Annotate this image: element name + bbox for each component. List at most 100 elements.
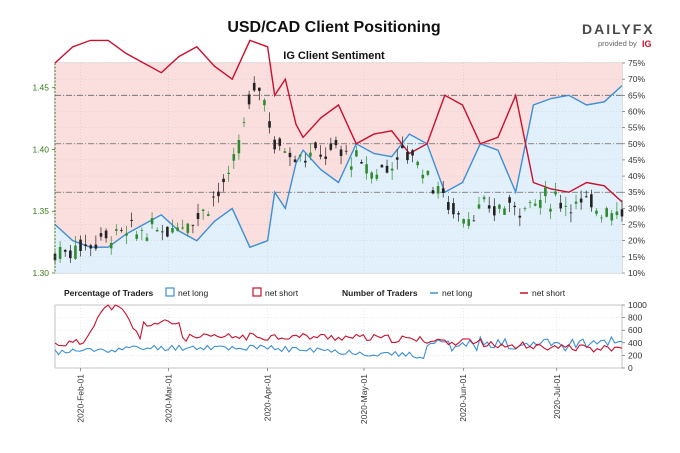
candle-body [84, 244, 87, 247]
net-short-area [55, 63, 622, 248]
candle-body [298, 154, 302, 157]
candle-body [196, 213, 200, 219]
chart-subtitle: IG Client Sentiment [283, 50, 385, 62]
candle-body [385, 165, 389, 173]
candle-body [58, 246, 62, 259]
ig-logo-icon [641, 38, 653, 48]
lower-tick-label: 600 [628, 325, 642, 335]
candle-body [523, 208, 527, 210]
brand-name: DAILYFX [582, 21, 655, 37]
right-tick-label: 30% [628, 203, 645, 213]
right-tick-label: 15% [628, 252, 645, 262]
left-tick-label: 1.40 [32, 144, 49, 154]
x-tick-label: 2020-Jul-01 [552, 374, 562, 419]
candle-body [176, 227, 179, 231]
right-tick-label: 55% [628, 123, 645, 133]
traders-panel: 1000 800 600 400 200 0 [54, 300, 647, 373]
candle-body [181, 227, 185, 229]
candle-body [590, 194, 593, 208]
right-tick-label: 40% [628, 171, 645, 181]
lower-tick-label: 1000 [628, 300, 647, 310]
candle-body [171, 228, 174, 233]
candle-body [314, 142, 317, 149]
candle-body [620, 209, 624, 217]
candle-body [217, 191, 220, 197]
candle-body [584, 196, 588, 198]
candle-body [324, 156, 328, 159]
candle-body [559, 202, 563, 209]
legend-net-long-num: net long [442, 288, 473, 298]
candle-body [564, 205, 568, 207]
price-candles [53, 76, 624, 265]
left-axis-ticks: 1.45 1.40 1.35 1.30 [32, 83, 55, 278]
lower-right-axis-ticks: 1000 800 600 400 200 0 [622, 300, 647, 373]
candle-body [416, 161, 419, 166]
x-tick-label: 2020-Apr-01 [263, 374, 273, 422]
right-tick-label: 50% [628, 139, 645, 149]
candle-body [360, 162, 363, 164]
candle-body [610, 213, 614, 221]
candle-body [140, 230, 144, 231]
candle-body [528, 202, 532, 204]
candle-body [549, 208, 552, 212]
dailyfx-logo: DAILYFX provided by IG [582, 21, 655, 49]
candle-body [574, 201, 578, 204]
candle-body [232, 154, 236, 161]
candle-body [160, 231, 164, 233]
candle-body [344, 150, 348, 152]
legend-percentage-label: Percentage of Traders [64, 288, 154, 298]
candle-body [503, 208, 506, 215]
candle-body [69, 250, 72, 259]
candle-body [492, 206, 496, 216]
candle-body [595, 210, 598, 214]
left-tick-label: 1.35 [32, 206, 49, 216]
net-long-line [54, 85, 623, 249]
net-long-count-line [54, 335, 623, 360]
candle-body [155, 229, 159, 232]
candle-body [498, 204, 501, 209]
right-tick-label: 75% [628, 58, 645, 68]
candle-body [390, 168, 394, 171]
candle-body [114, 229, 118, 231]
right-axis-ticks: 75% 70% 65% 60% 55% 50% 45% 40% 35% 30% 25% 20% 15% 1… [622, 58, 645, 278]
candle-body [89, 245, 93, 249]
left-tick-label: 1.45 [32, 83, 49, 93]
candle-body [554, 191, 557, 195]
candle-body [482, 197, 486, 200]
net-long-area [55, 85, 622, 273]
candle-body [186, 223, 190, 233]
candle-body [457, 213, 460, 215]
lower-panel-frame [54, 304, 623, 369]
candle-body [319, 154, 322, 157]
right-tick-label: 35% [628, 187, 645, 197]
candle-body [355, 150, 358, 157]
candle-body [309, 152, 312, 157]
candle-body [135, 234, 139, 239]
legend: Percentage of Traders net long net short… [64, 287, 566, 298]
candle-body [258, 87, 261, 91]
right-tick-label: 25% [628, 220, 645, 230]
legend-net-long-pct: net long [178, 288, 209, 298]
candle-body [518, 215, 522, 218]
candle-body [533, 203, 537, 206]
net-short-count-line [54, 304, 623, 353]
candle-body [462, 219, 465, 224]
candle-body [288, 152, 292, 158]
candle-body [263, 99, 266, 106]
candle-body [544, 187, 547, 197]
candle-body [206, 214, 210, 216]
candle-body [411, 150, 414, 156]
candle-body [615, 211, 619, 216]
legend-net-short-num: net short [532, 288, 566, 298]
candle-body [334, 139, 338, 146]
candle-body [370, 172, 374, 179]
x-tick-label: 2020-May-01 [359, 374, 369, 424]
legend-net-short-box [252, 287, 262, 297]
brand-ig: IG [642, 39, 652, 49]
candle-body [380, 164, 384, 168]
candle-body [600, 217, 603, 219]
candle-body [339, 149, 343, 156]
candle-body [74, 245, 77, 259]
candle-body [201, 209, 205, 211]
